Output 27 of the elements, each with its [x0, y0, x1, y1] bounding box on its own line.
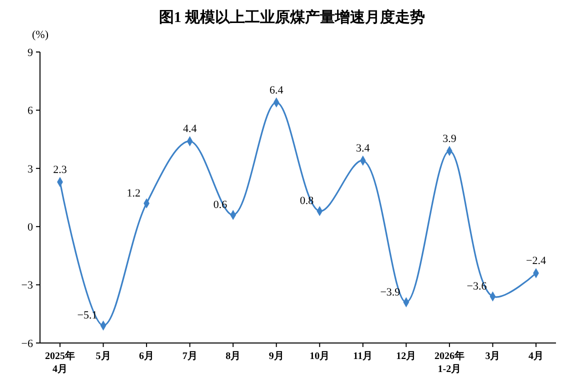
x-tick-label: 3月 [485, 351, 500, 362]
y-tick-label: −3 [21, 280, 34, 292]
x-tick-label: 11月 [353, 351, 373, 362]
y-tick-label: 3 [28, 163, 34, 176]
x-tick-label: 10月 [310, 351, 330, 362]
y-tick-label: 9 [28, 46, 34, 59]
x-tick-label: 8月 [226, 351, 241, 362]
data-label: 1.2 [126, 187, 141, 200]
x-tick-label: 12月 [396, 351, 416, 362]
data-label: 6.4 [269, 84, 284, 96]
data-label: 2.3 [53, 164, 68, 176]
y-tick-label: 6 [28, 105, 34, 118]
x-tick-label: 7月 [182, 351, 198, 362]
y-axis-title: (%) [32, 29, 49, 41]
x-tick-label: 2025年 4月 [45, 350, 75, 375]
x-tick-label: 4月 [528, 351, 544, 362]
chart-title: 图1 规模以上工业原煤产量增速月度走势 [158, 8, 426, 26]
data-label: 3.4 [356, 142, 370, 155]
x-tick-label: 9月 [268, 351, 284, 362]
y-tick-label: −6 [21, 338, 34, 350]
data-label: 4.4 [182, 123, 198, 136]
y-tick-label: 0 [28, 221, 34, 234]
data-label: 3.9 [442, 132, 457, 145]
data-label: −2.4 [526, 255, 546, 268]
x-tick-label: 6月 [139, 351, 154, 362]
x-tick-label: 2026年 1-2月 [434, 350, 464, 375]
x-tick-label: 5月 [96, 351, 111, 362]
